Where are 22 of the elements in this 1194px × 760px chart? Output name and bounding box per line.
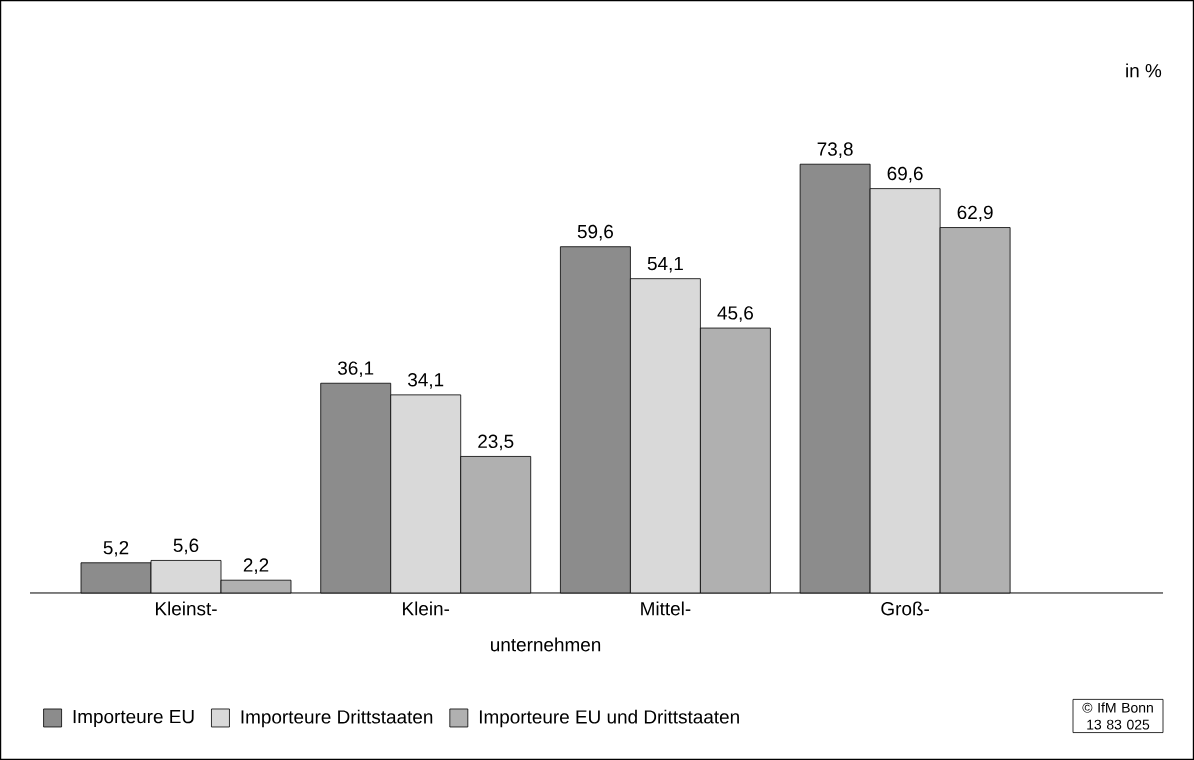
data-label: 45,6 [717,306,753,322]
legend-label: Importeure Drittstaaten [241,709,433,728]
x-tick-label: Kleinst- [156,601,217,616]
data-label: 34,1 [408,373,444,389]
data-label: 73,8 [817,142,853,159]
y-axis-title: in % [1126,63,1162,78]
data-label: 69,6 [887,166,923,183]
x-axis-title: unternehmen [491,637,601,652]
data-label: 23,5 [478,434,514,451]
x-tick-label: Klein- [403,601,450,616]
data-label: 62,9 [957,205,993,222]
data-label: 59,6 [577,224,613,241]
data-label: 2,2 [243,558,269,574]
x-tick-label: Groß- [881,601,929,616]
data-label: 36,1 [338,361,374,378]
legend-label: Importeure EU und Drittstaaten [479,709,739,728]
legend-label: Importeure EU [73,710,194,727]
data-label: 54,1 [647,257,683,273]
data-label: 5,2 [103,540,129,557]
data-label: 5,6 [173,538,199,555]
text: © IfM Bonn 13 83 025 [1082,702,1153,730]
x-tick-label: Mittel- [641,601,691,616]
